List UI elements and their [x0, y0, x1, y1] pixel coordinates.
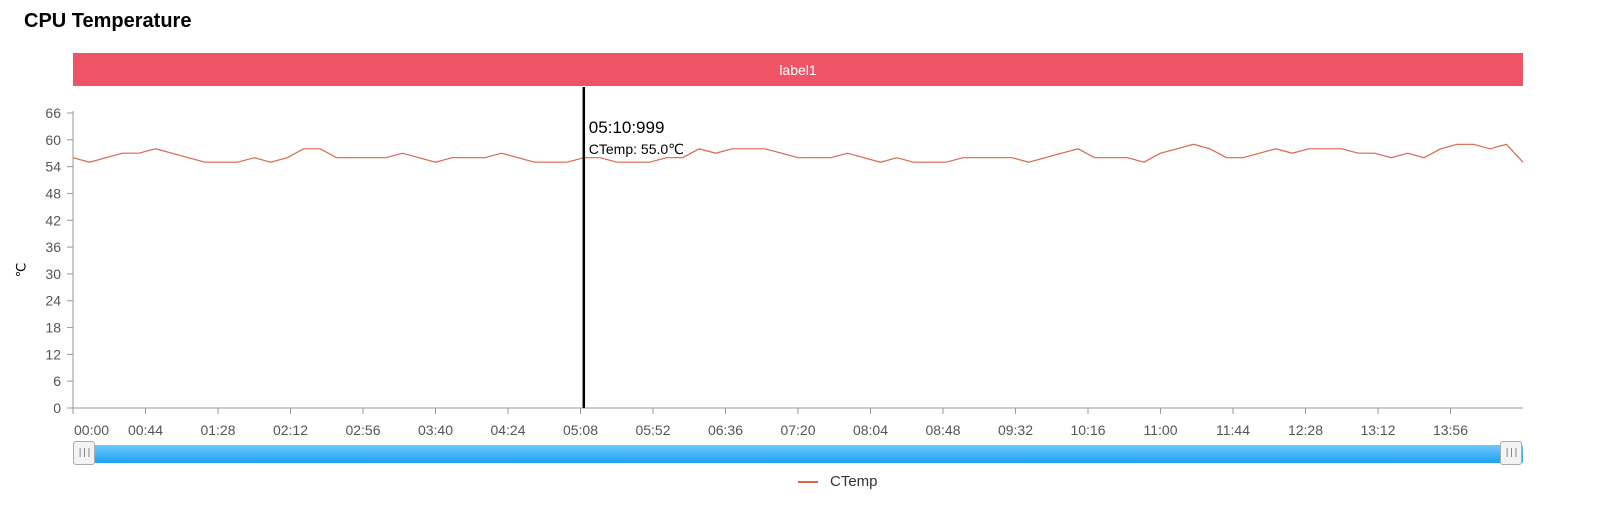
x-tick-label: 13:56 [1433, 422, 1468, 438]
zoom-slider-end-handle[interactable]: ||| [1500, 441, 1522, 465]
x-tick-label: 05:52 [635, 422, 670, 438]
page-title: CPU Temperature [24, 10, 192, 32]
x-tick-label: 01:28 [200, 422, 235, 438]
legend-swatch [798, 480, 818, 483]
cursor-time-label: 05:10:999 [589, 118, 665, 137]
x-tick-label: 00:00 [74, 422, 109, 438]
x-tick-label: 11:00 [1144, 422, 1178, 438]
legend[interactable]: CTemp [798, 473, 878, 490]
x-tick-label: 03:40 [418, 422, 453, 438]
legend-label: CTemp [830, 473, 878, 490]
x-tick-label: 02:56 [345, 422, 380, 438]
y-tick-label: 0 [53, 400, 61, 416]
label-band: label1 [73, 53, 1523, 86]
y-tick-label: 6 [53, 373, 61, 389]
x-tick-label: 08:04 [853, 422, 888, 438]
y-tick-label: 66 [45, 105, 61, 121]
zoom-slider-start-handle[interactable]: ||| [73, 441, 95, 465]
series-line-CTemp [72, 143, 1524, 163]
x-tick-label: 08:48 [925, 422, 960, 438]
y-tick-label: 24 [45, 293, 61, 309]
x-tick-label: 13:12 [1360, 422, 1395, 438]
y-tick-label: 30 [45, 266, 61, 282]
x-tick-label: 00:44 [128, 422, 163, 438]
y-tick-label: 18 [45, 320, 61, 336]
zoom-slider-track[interactable] [73, 445, 1523, 463]
x-tick-label: 06:36 [708, 422, 743, 438]
y-tick-label: 36 [45, 239, 61, 255]
x-tick-label: 02:12 [273, 422, 308, 438]
y-tick-label: 42 [45, 212, 61, 228]
x-tick-label: 12:28 [1288, 422, 1323, 438]
cursor-crosshair[interactable]: 05:10:999 CTemp: 55.0℃ [582, 87, 684, 408]
y-tick-label: 54 [45, 159, 61, 175]
label-band-text: label1 [779, 61, 817, 78]
y-tick-label: 12 [45, 346, 61, 362]
x-tick-label: 09:32 [998, 422, 1033, 438]
series-layer [72, 143, 1524, 163]
y-tick-label: 60 [45, 132, 61, 148]
cursor-value-label: CTemp: 55.0℃ [589, 141, 684, 157]
grip-icon: ||| [77, 448, 91, 458]
x-tick-label: 07:20 [780, 422, 815, 438]
x-tick-label: 11:44 [1216, 422, 1250, 438]
x-axis: 00:00 00:44 01:28 02:12 02:56 03:40 04:24 05:08… [72, 407, 1523, 438]
y-axis: 0 6 12 18 24 30 36 42 48 54 60 66 [45, 105, 74, 416]
grip-icon: ||| [1504, 448, 1518, 458]
x-tick-label: 04:24 [490, 422, 525, 438]
x-tick-label: 10:16 [1070, 422, 1105, 438]
x-tick-label: 05:08 [563, 422, 598, 438]
y-tick-label: 48 [45, 185, 61, 201]
